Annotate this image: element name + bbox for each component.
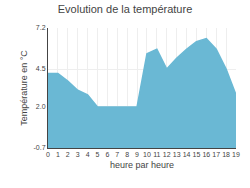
svg-text:14: 14	[183, 151, 191, 158]
svg-text:11: 11	[153, 151, 160, 158]
svg-text:5: 5	[96, 151, 100, 158]
svg-text:4: 4	[86, 151, 90, 158]
svg-text:13: 13	[173, 151, 181, 158]
svg-text:8: 8	[125, 151, 129, 158]
svg-text:15: 15	[193, 151, 201, 158]
svg-text:12: 12	[163, 151, 171, 158]
svg-text:Evolution de la température: Evolution de la température	[58, 3, 193, 15]
svg-text:17: 17	[212, 151, 220, 158]
svg-text:-0.7: -0.7	[34, 144, 46, 151]
svg-text:heure par heure: heure par heure	[110, 160, 174, 170]
svg-text:19: 19	[232, 151, 240, 158]
svg-text:7: 7	[115, 151, 119, 158]
svg-text:2: 2	[66, 151, 70, 158]
svg-text:7.2: 7.2	[36, 24, 46, 31]
svg-text:3: 3	[76, 151, 80, 158]
svg-text:2.0: 2.0	[36, 103, 46, 110]
svg-text:4.5: 4.5	[36, 65, 46, 72]
svg-text:10: 10	[143, 151, 151, 158]
svg-text:1: 1	[56, 151, 60, 158]
svg-text:9: 9	[135, 151, 139, 158]
svg-text:6: 6	[105, 151, 109, 158]
svg-text:Température en °C: Température en °C	[19, 50, 29, 126]
svg-text:16: 16	[202, 151, 210, 158]
svg-text:18: 18	[222, 151, 230, 158]
svg-text:0: 0	[46, 151, 50, 158]
